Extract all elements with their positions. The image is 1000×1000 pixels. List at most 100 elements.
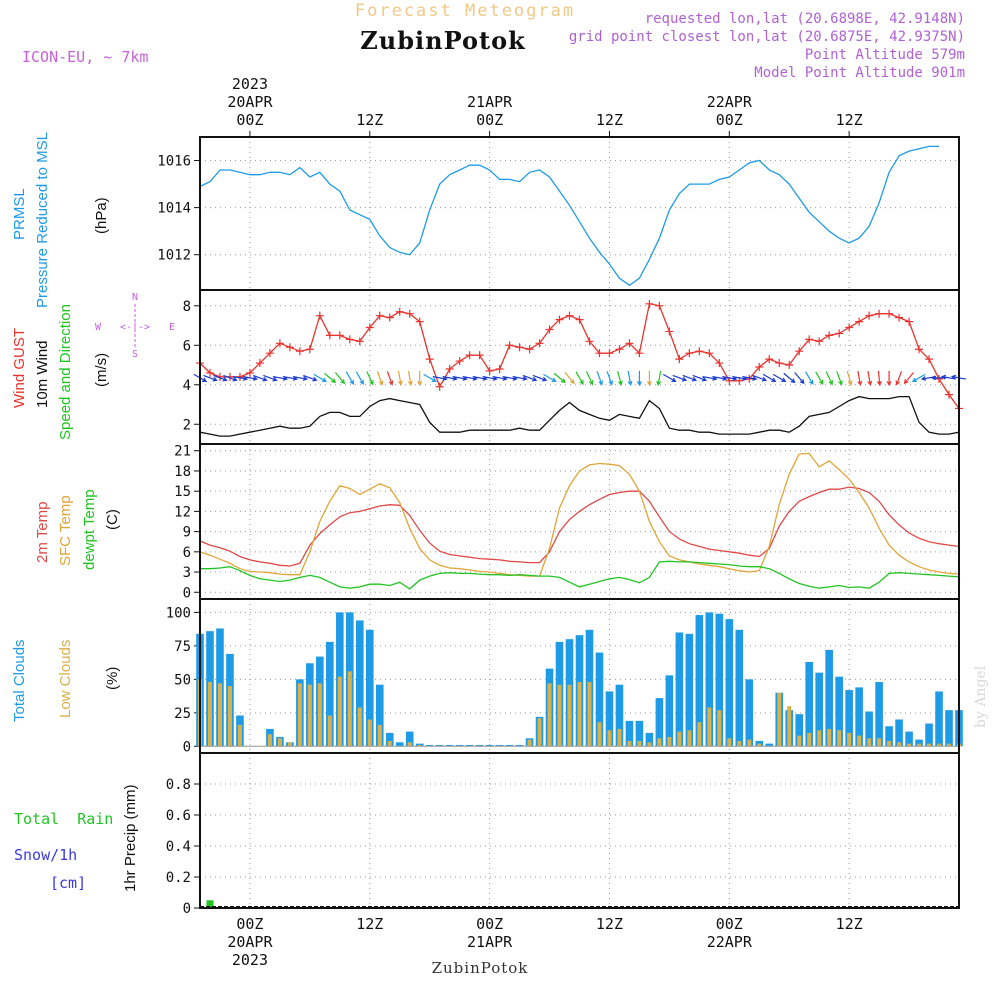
gust-marker [255, 359, 264, 368]
gust-marker [625, 339, 634, 348]
low-cloud-bar [377, 724, 382, 747]
gust-marker [555, 315, 564, 324]
temp-dew-label: dewpt Temp [81, 489, 98, 570]
clouds-total-label: Total Clouds [11, 639, 28, 722]
wind-10m-label: 10m Wind [34, 340, 51, 408]
gust-marker [695, 347, 704, 356]
pressure-unit: (hPa) [93, 197, 110, 234]
wind-arrow [606, 371, 614, 386]
compass-s: S [132, 349, 138, 360]
low-cloud-bar [347, 671, 352, 747]
precip-ylabel: 1hr Precip (mm) [122, 784, 139, 892]
wind-arrow [263, 374, 278, 382]
super-title: Forecast Meteogram [355, 1, 575, 21]
pressure-label-msl: Pressure Reduced to MSL [34, 132, 51, 308]
gust-marker [685, 349, 694, 358]
time-label-bottom: 00Z [716, 915, 743, 933]
y-tick-label: 0 [183, 585, 191, 601]
location-title: ZubinPotok [360, 26, 526, 55]
wind-arrow [772, 373, 787, 382]
gust-marker [335, 331, 344, 340]
y-tick-label: 21 [174, 444, 191, 460]
low-cloud-bar [547, 683, 552, 747]
wind-arrow [903, 372, 915, 385]
wind-arrow [543, 373, 557, 382]
gust-marker [905, 317, 914, 326]
gust-marker [385, 313, 394, 322]
low-cloud-bar [277, 738, 282, 747]
total-cloud-bar [395, 742, 404, 747]
wind-arrows [193, 370, 966, 387]
gust-marker [865, 311, 874, 320]
wind-arrow [386, 371, 394, 386]
temp-labels: 2m Temp SFC Temp dewpt Temp (C) [34, 489, 121, 570]
low-cloud-bar [747, 739, 752, 747]
gust-marker [435, 382, 444, 391]
low-cloud-bar [937, 743, 942, 747]
low-cloud-bar [717, 710, 722, 747]
low-cloud-bar [877, 738, 882, 747]
gust-marker [855, 317, 864, 326]
low-cloud-bar [557, 684, 562, 747]
wind-arrow [522, 374, 538, 382]
y-tick-label: 0.8 [166, 777, 191, 793]
grid: 2 4 6 8 [183, 290, 959, 444]
low-cloud-bar [797, 735, 802, 747]
total-cloud-bar [375, 684, 384, 747]
gust-marker [875, 309, 884, 318]
total-cloud-bar [925, 723, 933, 747]
y-tick-label: 1014 [157, 201, 191, 217]
total-cloud-bar [635, 720, 644, 747]
low-cloud-bar [357, 707, 362, 747]
wind-arrow [752, 374, 768, 382]
compass-e: E [169, 322, 175, 333]
requested-point: requested lon,lat (20.6898E, 42.9148N) [645, 11, 965, 27]
wind-arrow [345, 371, 354, 386]
wind-arrow [303, 374, 318, 382]
gust-marker [365, 323, 374, 332]
series-line [200, 560, 960, 590]
panel-temperature: 0 3 6 9 12 15 18 21 [174, 443, 960, 601]
wind-arrow [253, 374, 268, 382]
low-cloud-bar [577, 682, 582, 747]
temp-unit: (C) [104, 509, 121, 530]
gust-marker [825, 331, 834, 340]
low-cloud-bar [827, 728, 832, 747]
low-cloud-bar [267, 734, 272, 747]
low-cloud-bar [227, 686, 232, 747]
low-cloud-bar [627, 740, 632, 747]
total-cloud-bar [515, 744, 524, 747]
wind-arrow [203, 374, 218, 382]
low-cloud-bar [677, 731, 682, 747]
total-cloud-bar [595, 652, 604, 747]
total-cloud-bar [875, 682, 883, 747]
time-label-top: 00Z [236, 111, 263, 129]
wind-arrow [656, 370, 662, 386]
total-cloud-bar [445, 744, 454, 747]
wind-arrow [366, 371, 374, 386]
gust-marker [485, 366, 494, 375]
gust-marker [935, 374, 944, 383]
time-label-bottom: 00Z [236, 915, 263, 933]
time-label-top: 20APR [227, 93, 273, 111]
gust-marker [705, 349, 714, 358]
time-label-top: 21APR [467, 93, 513, 111]
y-tick-label: 12 [174, 504, 191, 520]
gust-marker [245, 368, 254, 377]
gust-marker [945, 390, 954, 399]
gust-marker [915, 345, 924, 354]
wind-arrow [646, 370, 652, 387]
gust-marker [395, 307, 404, 316]
total-cloud-bar [505, 744, 514, 747]
total-cloud-bar [355, 620, 364, 747]
gust-marker [655, 301, 664, 310]
total-cloud-bar [485, 744, 494, 747]
wind-arrow [867, 370, 873, 386]
gust-marker [525, 345, 534, 354]
wind-arrow [672, 374, 688, 382]
gust-marker [575, 315, 584, 324]
wind-arrow [532, 374, 548, 382]
time-label-top: 2023 [232, 75, 268, 93]
